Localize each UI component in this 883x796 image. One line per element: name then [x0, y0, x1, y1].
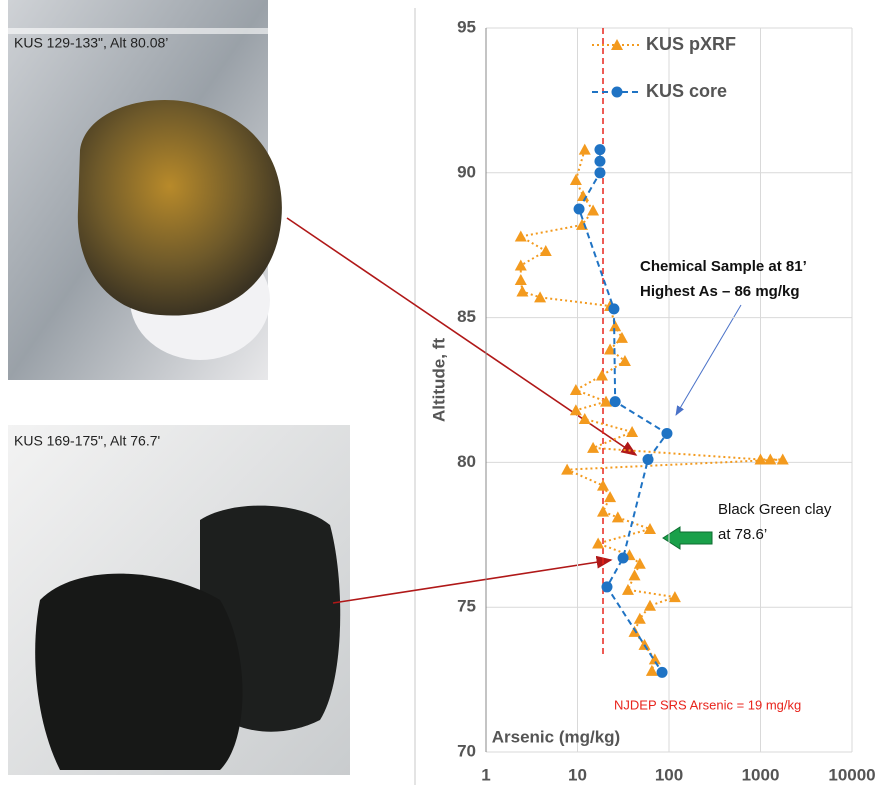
- marker: [577, 190, 589, 201]
- marker: [570, 174, 582, 185]
- marker: [634, 613, 646, 624]
- marker: [574, 204, 585, 215]
- marker: [540, 245, 552, 256]
- marker: [643, 454, 654, 465]
- y-tick-label: 90: [457, 162, 476, 181]
- marker: [594, 156, 605, 167]
- marker: [579, 144, 591, 155]
- marker: [587, 442, 599, 453]
- y-tick-label: 70: [457, 741, 476, 760]
- marker: [661, 428, 672, 439]
- marker: [610, 396, 621, 407]
- x-tick-label: 10: [568, 765, 587, 784]
- y-tick-label: 95: [457, 17, 476, 36]
- marker: [594, 144, 605, 155]
- legend-label: KUS core: [646, 81, 727, 101]
- marker: [626, 426, 638, 437]
- y-tick-label: 85: [457, 307, 476, 326]
- annotation: Black Green clay: [718, 501, 832, 518]
- marker: [644, 600, 656, 611]
- legend-label: KUS pXRF: [646, 34, 736, 54]
- photo-top: [8, 0, 282, 380]
- marker: [608, 303, 619, 314]
- arrow: [676, 305, 741, 415]
- page: KUS 129-133", Alt 80.08’ KUS 169-175", A…: [0, 0, 883, 796]
- marker: [646, 665, 658, 676]
- marker: [601, 581, 612, 592]
- marker: [594, 167, 605, 178]
- reference-label: NJDEP SRS Arsenic = 19 mg/kg: [614, 697, 801, 712]
- legend-marker: [612, 87, 623, 98]
- x-tick-label: 10000: [828, 765, 875, 784]
- marker: [515, 259, 527, 270]
- photo-caption: KUS 129-133", Alt 80.08’: [14, 35, 168, 51]
- series-line: [521, 150, 783, 671]
- marker: [597, 506, 609, 517]
- y-axis-label: Altitude, ft: [429, 338, 448, 422]
- annotation: at 78.6’: [718, 526, 767, 543]
- arrow: [663, 527, 712, 549]
- marker: [669, 591, 681, 602]
- marker: [516, 286, 528, 297]
- y-tick-label: 80: [457, 452, 476, 471]
- marker: [596, 370, 608, 381]
- x-tick-label: 100: [655, 765, 683, 784]
- photo-bottom: [8, 425, 350, 775]
- marker: [616, 332, 628, 343]
- figure: KUS 129-133", Alt 80.08’ KUS 169-175", A…: [0, 0, 883, 791]
- annotation: Highest As – 86 mg/kg: [640, 283, 800, 300]
- marker: [515, 231, 527, 242]
- marker: [618, 552, 629, 563]
- x-tick-label: 1000: [742, 765, 780, 784]
- marker: [639, 639, 651, 650]
- marker: [634, 558, 646, 569]
- marker: [619, 355, 631, 366]
- y-tick-label: 75: [457, 597, 476, 616]
- marker: [629, 569, 641, 580]
- marker: [597, 480, 609, 491]
- x-tick-label: 1: [481, 765, 490, 784]
- marker: [515, 274, 527, 285]
- photo-caption: KUS 169-175", Alt 76.7': [14, 433, 160, 449]
- marker: [570, 384, 582, 395]
- marker: [622, 584, 634, 595]
- marker: [604, 491, 616, 502]
- marker: [657, 667, 668, 678]
- marker: [612, 511, 624, 522]
- annotation: Chemical Sample at 81’: [640, 258, 807, 275]
- x-axis-label: Arsenic (mg/kg): [492, 727, 620, 746]
